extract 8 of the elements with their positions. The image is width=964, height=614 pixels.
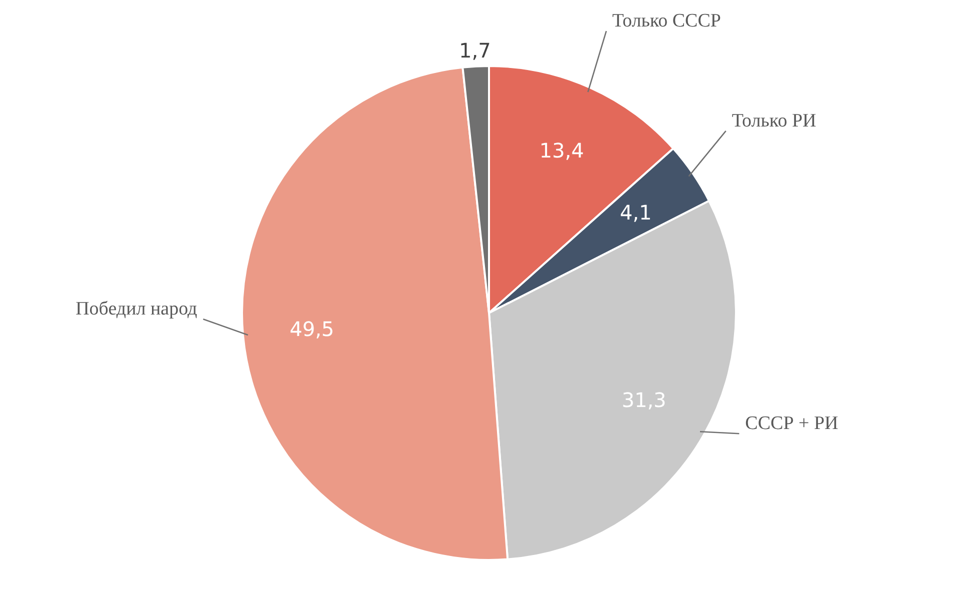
slice-label: Только РИ — [732, 110, 817, 132]
data-label: 49,5 — [290, 317, 334, 342]
data-label: 13,4 — [539, 138, 584, 163]
data-label: 1,7 — [459, 38, 491, 62]
slice-label: Победил народ — [76, 298, 198, 320]
data-label: 4,1 — [620, 200, 652, 225]
slice-label: СССР + РИ — [745, 413, 839, 434]
slice-label: Только СССР — [612, 10, 721, 32]
